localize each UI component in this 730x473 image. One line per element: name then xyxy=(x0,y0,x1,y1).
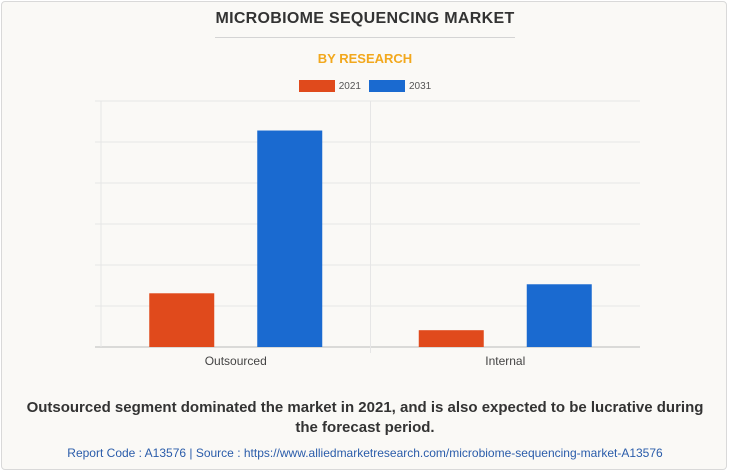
x-tick-label: Outsourced xyxy=(205,354,267,368)
legend-label-2021: 2021 xyxy=(338,80,361,92)
bar-outsourced-2021 xyxy=(149,293,215,347)
title-divider xyxy=(215,37,515,38)
bar-internal-2031 xyxy=(526,284,592,347)
chart-subtitle: BY RESEARCH xyxy=(317,51,413,66)
legend-item-2021[interactable]: 2021 xyxy=(298,80,361,92)
x-tick-label: Internal xyxy=(485,354,525,368)
bar-outsourced-2031 xyxy=(257,130,323,347)
legend-item-2031[interactable]: 2031 xyxy=(369,80,431,92)
bar-internal-2021 xyxy=(418,330,484,347)
chart-title: MICROBIOME SEQUENCING MARKET xyxy=(215,10,515,27)
legend-swatch-2021 xyxy=(298,80,335,92)
legend-label-2031: 2031 xyxy=(409,80,432,92)
legend-swatch-2031 xyxy=(369,80,405,92)
report-footer[interactable]: Report Code : A13576 | Source : https://… xyxy=(67,446,663,460)
chart-legend: 2021 2031 xyxy=(0,80,730,92)
chart-caption: Outsourced segment dominated the market … xyxy=(26,399,704,436)
